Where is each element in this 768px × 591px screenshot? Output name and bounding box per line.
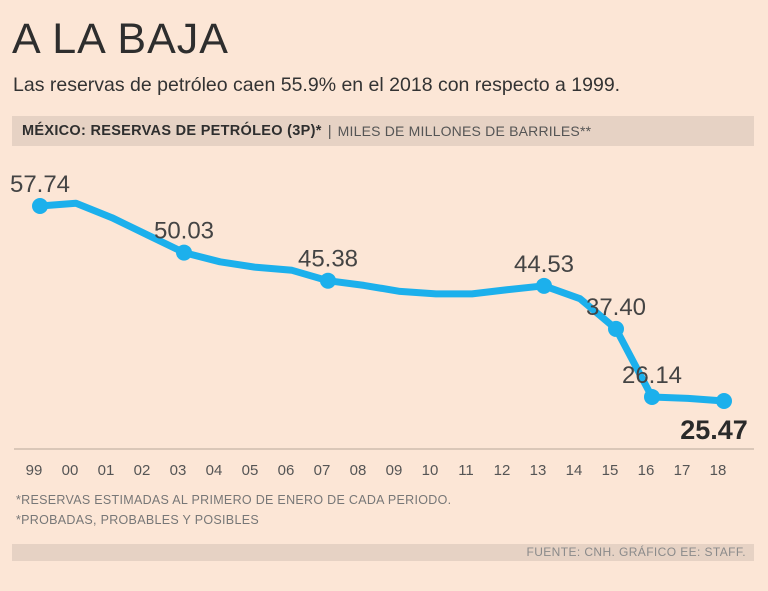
x-tick-label-10: 10 (422, 462, 439, 479)
x-tick-label-15: 15 (602, 462, 619, 479)
x-tick-label-16: 16 (638, 462, 655, 479)
x-tick-label-05: 05 (242, 462, 259, 479)
chart-units-label: MILES DE MILLONES DE BARRILES** (337, 123, 592, 139)
chart-header-bar: MÉXICO: RESERVAS DE PETRÓLEO (3P)* | MIL… (12, 116, 754, 146)
x-tick-label-07: 07 (314, 462, 331, 479)
data-label-99: 57.74 (10, 171, 70, 198)
data-label-03: 50.03 (154, 218, 214, 245)
x-tick-label-99: 99 (26, 462, 43, 479)
chart-subtitle: Las reservas de petróleo caen 55.9% en e… (13, 74, 621, 96)
x-tick-label-13: 13 (530, 462, 547, 479)
source-credit: FUENTE: CNH. GRÁFICO EE: STAFF. (526, 545, 746, 559)
chart-header-title: MÉXICO: RESERVAS DE PETRÓLEO (3P)* (22, 123, 322, 139)
x-tick-label-00: 00 (62, 462, 79, 479)
data-label-18: 25.47 (680, 415, 748, 445)
data-point-16 (644, 388, 660, 405)
x-tick-label-08: 08 (350, 462, 367, 479)
header-separator: | (327, 122, 332, 140)
x-tick-label-04: 04 (206, 462, 223, 479)
data-point-13 (536, 277, 552, 294)
footnote-categories: *PROBADAS, PROBABLES Y POSIBLES (16, 513, 259, 527)
footnote-estimates: *RESERVAS ESTIMADAS AL PRIMERO DE ENERO … (16, 493, 452, 507)
x-tick-label-01: 01 (98, 462, 115, 479)
x-tick-label-12: 12 (494, 462, 511, 479)
x-tick-label-18: 18 (710, 462, 727, 479)
data-point-03 (176, 244, 192, 261)
data-point-18 (716, 393, 732, 409)
data-point-99 (32, 198, 48, 214)
data-label-16: 26.14 (622, 362, 682, 389)
x-tick-label-11: 11 (458, 462, 474, 479)
chart-title: A LA BAJA (12, 15, 229, 63)
data-point-15 (608, 320, 624, 337)
x-tick-label-14: 14 (566, 462, 583, 479)
x-tick-label-06: 06 (278, 462, 295, 479)
source-bar: FUENTE: CNH. GRÁFICO EE: STAFF. (12, 544, 754, 561)
x-tick-label-17: 17 (674, 462, 691, 479)
data-label-13: 44.53 (514, 251, 574, 278)
data-point-07 (320, 272, 336, 289)
data-label-07: 45.38 (298, 246, 358, 273)
x-tick-label-03: 03 (170, 462, 187, 479)
x-tick-label-09: 09 (386, 462, 403, 479)
data-label-15: 37.40 (586, 294, 646, 321)
x-tick-label-02: 02 (134, 462, 151, 479)
